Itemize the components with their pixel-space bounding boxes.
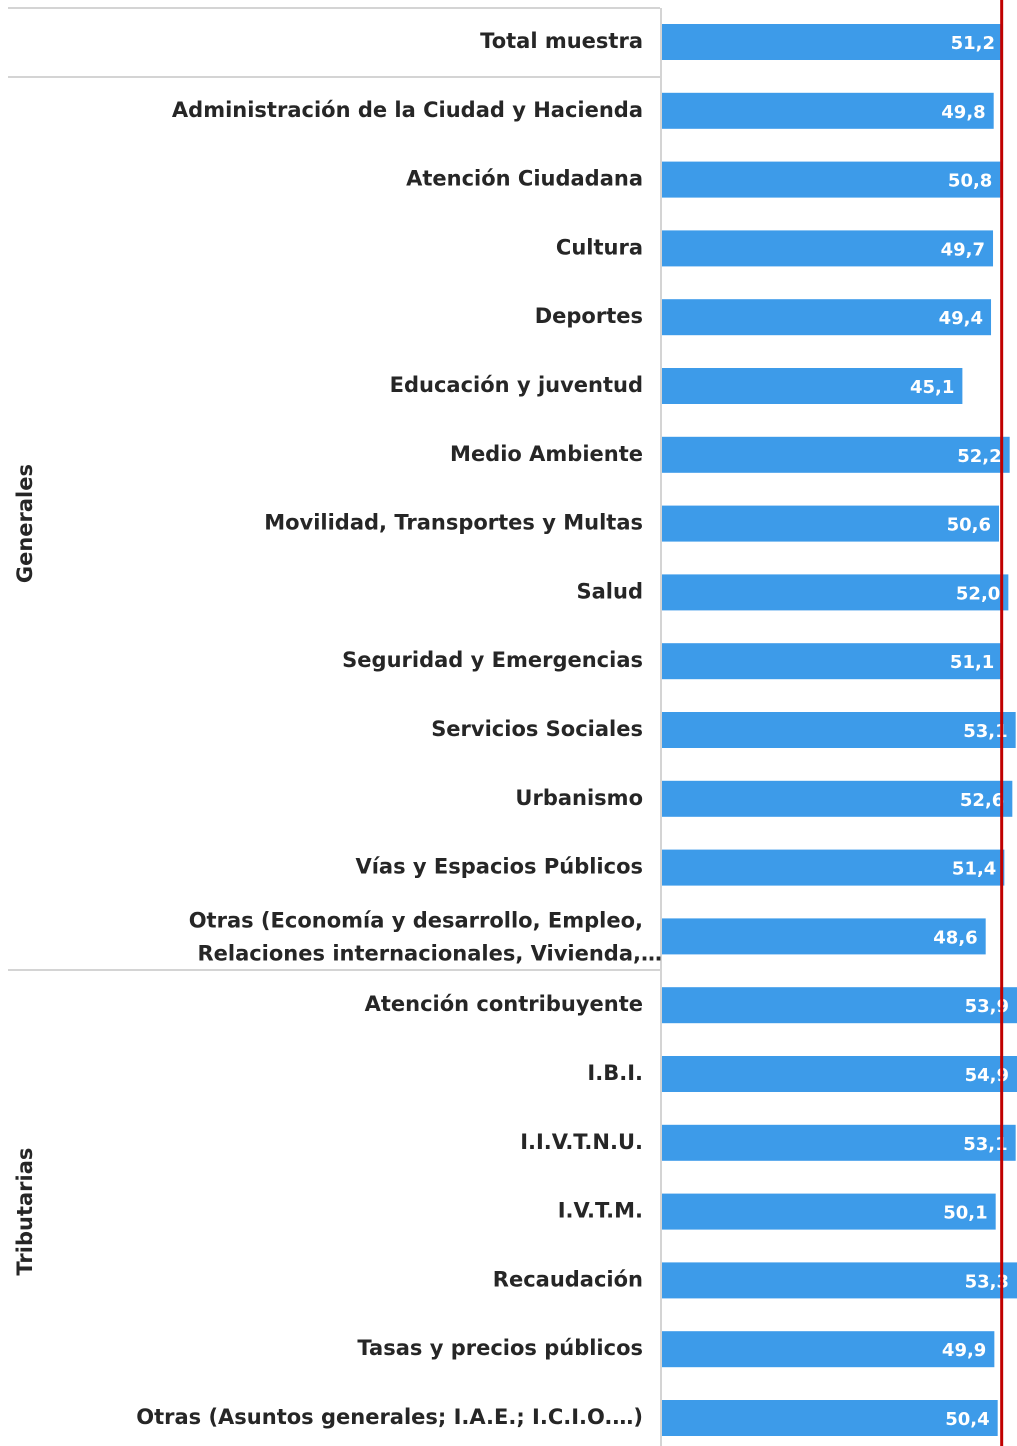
category-label: Deportes [535, 304, 643, 328]
category-label: Urbanismo [515, 786, 643, 810]
value-label: 50,8 [948, 171, 992, 192]
category-label: Relaciones internacionales, Vivienda,… [197, 941, 662, 965]
bar [662, 1262, 1017, 1299]
category-label: Atención contribuyente [365, 992, 643, 1016]
plot-area [662, 24, 1017, 1436]
bar [662, 1124, 1016, 1161]
value-label: 49,8 [941, 102, 985, 123]
value-label: 53,1 [963, 721, 1007, 742]
category-label: Total muestra [480, 29, 643, 53]
bar [662, 712, 1016, 748]
value-label: 51,2 [951, 33, 995, 54]
category-label: Educación y juventud [390, 373, 643, 397]
bar [662, 230, 994, 267]
category-label: Seguridad y Emergencias [342, 648, 643, 672]
value-label: 53,1 [963, 1134, 1007, 1155]
category-label: Tasas y precios públicos [357, 1336, 643, 1360]
bar [662, 849, 1005, 886]
bar [662, 1193, 996, 1230]
value-label: 49,9 [942, 1340, 986, 1361]
bar [662, 780, 1013, 817]
bar [662, 1056, 1017, 1092]
value-label: 54,9 [965, 1065, 1009, 1086]
bar [662, 299, 992, 336]
bar [662, 368, 963, 404]
category-label: I.B.I. [587, 1061, 643, 1085]
bar [662, 161, 1001, 198]
bar [662, 574, 1009, 611]
value-label: 53,9 [965, 996, 1009, 1017]
bar [662, 918, 986, 955]
category-label: Movilidad, Transportes y Multas [264, 511, 643, 535]
value-label: 52,6 [960, 790, 1004, 811]
value-label: 48,6 [933, 927, 977, 948]
bar [662, 1400, 998, 1436]
bar [662, 436, 1010, 473]
bar [662, 1331, 995, 1368]
value-label: 49,7 [941, 239, 985, 260]
group-label: Generales [13, 464, 37, 583]
category-label: Otras (Asuntos generales; I.A.E.; I.C.I.… [136, 1405, 643, 1429]
group-label: Tributarias [13, 1148, 37, 1276]
value-label: 52,2 [957, 446, 1001, 467]
category-label: Servicios Sociales [431, 717, 643, 741]
value-label: 50,1 [943, 1203, 987, 1224]
bar [662, 92, 994, 129]
category-label: Vías y Espacios Públicos [355, 855, 643, 879]
bar [662, 643, 1003, 680]
category-label: Cultura [556, 235, 643, 259]
category-label: Administración de la Ciudad y Hacienda [172, 98, 643, 122]
category-label: I.I.V.T.N.U. [520, 1130, 643, 1154]
category-label: Salud [577, 579, 643, 603]
category-label: Recaudación [493, 1267, 643, 1291]
bar [662, 505, 1000, 542]
bar [662, 24, 1004, 60]
category-label: Medio Ambiente [450, 442, 643, 466]
value-label: 50,6 [947, 515, 991, 536]
category-label: Atención Ciudadana [406, 167, 643, 191]
category-label: Otras (Economía y desarrollo, Empleo, [189, 908, 643, 932]
value-label: 49,4 [939, 308, 983, 329]
value-label: 51,4 [952, 859, 996, 880]
value-label: 52,0 [956, 583, 1000, 604]
category-label: I.V.T.M. [558, 1199, 643, 1223]
value-label: 53,3 [965, 1271, 1009, 1292]
bar [662, 987, 1017, 1024]
value-label: 50,4 [945, 1409, 989, 1430]
value-label: 45,1 [910, 377, 954, 398]
value-label: 51,1 [950, 652, 994, 673]
